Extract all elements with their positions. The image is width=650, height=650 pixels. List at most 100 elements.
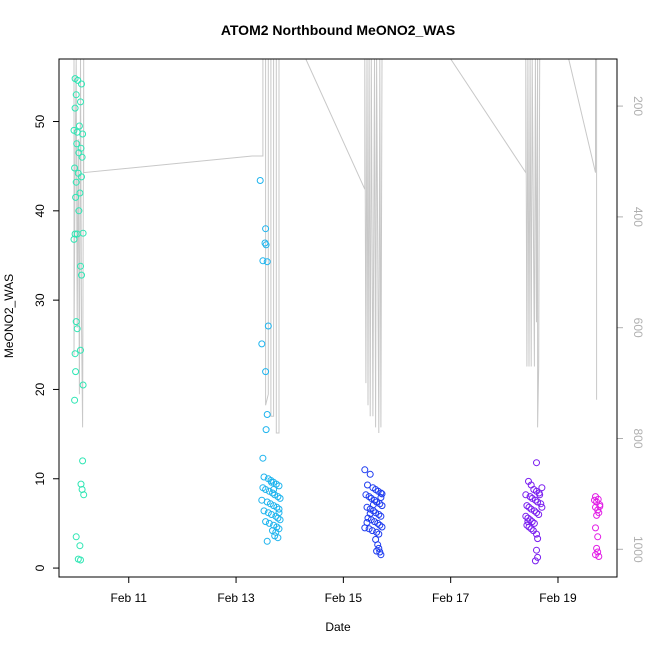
data-point (268, 478, 275, 486)
chart-title: ATOM2 Northbound MeONO2_WAS (221, 22, 455, 38)
y-tick-label: 0 (33, 564, 47, 571)
data-point (72, 318, 80, 326)
secondary-series-layer (73, 58, 598, 434)
data-point (595, 553, 603, 560)
data-point (256, 177, 264, 184)
data-point (526, 493, 534, 501)
data-point (258, 340, 266, 348)
data-point (523, 502, 531, 510)
y-tick-label: 30 (33, 293, 47, 307)
data-point (71, 350, 79, 358)
data-point (78, 173, 85, 181)
data-point (528, 518, 536, 526)
data-point (533, 509, 540, 517)
data-point (276, 516, 284, 524)
data-point (522, 491, 530, 499)
secondary-series-line (73, 58, 598, 434)
data-point (364, 481, 371, 489)
x-tick-label: Feb 13 (217, 591, 255, 605)
data-point (591, 496, 598, 504)
data-point (524, 518, 532, 526)
data-point (366, 470, 374, 478)
data-point (78, 271, 85, 279)
axes-layer: 0 10 20 30 40 50 Feb 11 Feb 13 Feb 15 Feb 17 Feb 1… (33, 96, 645, 605)
data-point (274, 534, 282, 542)
data-point (378, 523, 386, 531)
data-point (72, 91, 80, 99)
data-point (533, 530, 540, 538)
data-point (72, 533, 80, 541)
data-point (275, 482, 283, 490)
data-point (538, 484, 546, 492)
data-point (79, 381, 87, 389)
data-point (374, 519, 382, 527)
y-tick-label: 50 (33, 115, 47, 129)
plot-frame (58, 58, 618, 578)
data-point (72, 178, 80, 186)
data-point (70, 235, 78, 243)
data-point (592, 524, 599, 532)
data-point (378, 502, 386, 510)
data-point (75, 207, 83, 215)
data-point (369, 501, 377, 509)
data-point (531, 557, 539, 565)
data-point (538, 503, 546, 511)
data-point (533, 546, 540, 554)
data-point (365, 493, 373, 501)
x-tick-label: Feb 19 (539, 591, 577, 605)
data-point (373, 547, 381, 555)
data-point (378, 490, 386, 498)
data-point (373, 528, 381, 536)
data-point (533, 459, 540, 467)
data-point (71, 104, 79, 112)
data-point (263, 537, 271, 545)
y2-tick-label: 200 (631, 96, 645, 116)
data-point (73, 325, 81, 333)
data-point (79, 130, 87, 138)
data-point (592, 551, 599, 559)
data-point (263, 258, 271, 266)
data-point (262, 518, 270, 526)
data-point (534, 535, 542, 543)
y-tick-label: 40 (33, 204, 47, 218)
data-point (73, 230, 81, 238)
data-point (527, 525, 535, 533)
data-point (262, 368, 270, 376)
data-point (269, 489, 276, 497)
data-point (537, 500, 545, 508)
data-point (77, 262, 84, 270)
data-point (596, 502, 604, 510)
data-point (593, 511, 601, 519)
data-point (260, 507, 268, 515)
data-point (260, 473, 268, 481)
data-point (76, 542, 84, 550)
data-point (594, 533, 602, 541)
y2-tick-label: 800 (631, 428, 645, 448)
data-point (376, 521, 384, 529)
data-point (530, 507, 538, 515)
data-point (275, 509, 283, 517)
data-point (77, 144, 85, 152)
data-point (71, 164, 79, 172)
y2-tick-label: 1000 (631, 536, 645, 563)
x-tick-label: Feb 11 (111, 591, 148, 605)
data-point (593, 544, 601, 552)
data-point (78, 80, 85, 88)
data-point (78, 153, 86, 161)
y2-tick-label: 600 (631, 318, 645, 338)
data-point (268, 511, 275, 518)
data-point (76, 189, 84, 197)
y-tick-label: 20 (33, 382, 47, 396)
data-point (75, 122, 83, 130)
data-point (525, 503, 533, 511)
data-points-layer (70, 75, 604, 565)
data-point (261, 239, 269, 247)
data-point (77, 346, 84, 354)
data-point (375, 511, 383, 518)
data-point (361, 466, 369, 474)
data-point (77, 556, 84, 564)
data-point (366, 510, 374, 518)
data-point (368, 527, 376, 535)
data-point (274, 493, 282, 501)
data-point (523, 521, 531, 529)
